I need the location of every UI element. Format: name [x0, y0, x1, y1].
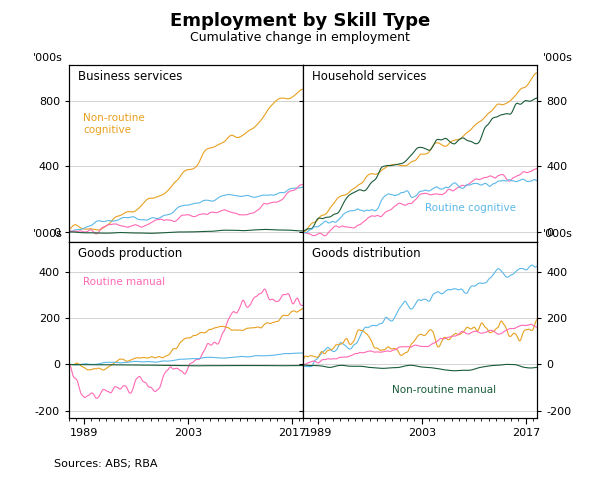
Text: Non-routine
cognitive: Non-routine cognitive [83, 113, 145, 135]
Text: Household services: Household services [313, 71, 427, 84]
Text: Routine manual: Routine manual [83, 277, 165, 287]
Text: Non-routine manual: Non-routine manual [392, 385, 496, 395]
Text: '000s: '000s [33, 53, 63, 63]
Text: '000s: '000s [543, 53, 573, 63]
Text: Business services: Business services [79, 71, 183, 84]
Text: Cumulative change in employment: Cumulative change in employment [190, 31, 410, 44]
Text: '000s: '000s [33, 229, 63, 239]
Text: Routine cognitive: Routine cognitive [425, 203, 515, 213]
Text: Employment by Skill Type: Employment by Skill Type [170, 12, 430, 30]
Text: Goods production: Goods production [79, 247, 182, 260]
Text: Sources: ABS; RBA: Sources: ABS; RBA [54, 458, 157, 469]
Text: '000s: '000s [543, 229, 573, 239]
Text: Goods distribution: Goods distribution [313, 247, 421, 260]
